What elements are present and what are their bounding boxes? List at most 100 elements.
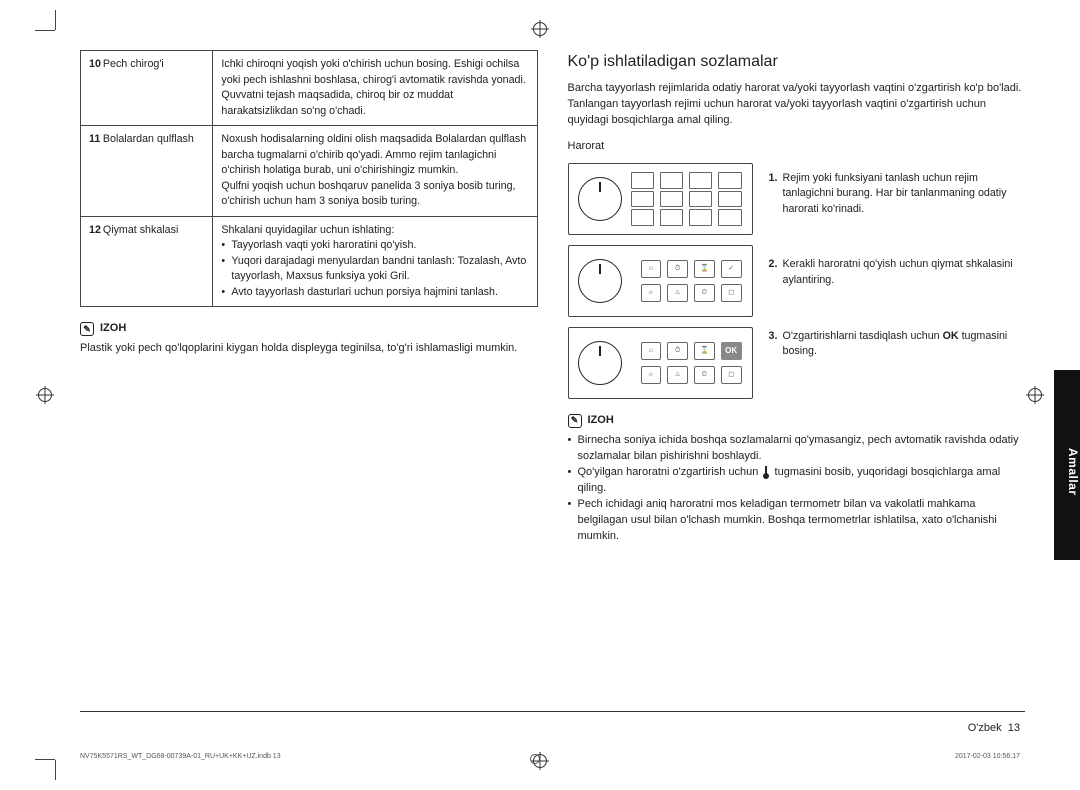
control-panel-diagram: ⌂ ⏱ ⌛ ✓ ☼ ♨ ⏲ ◻ <box>568 245 753 317</box>
row-desc: Noxush hodisalarning oldini olish maqsad… <box>213 126 537 217</box>
row-number: 12 <box>81 216 103 307</box>
crop-mark <box>55 10 56 30</box>
list-item: Qo'yilgan haroratni o'zgartirish uchun t… <box>568 465 1026 497</box>
panel-button-icon: ⌂ <box>641 342 662 360</box>
bullet-list: Tayyorlash vaqti yoki haroratini qo'yish… <box>221 238 528 300</box>
registration-mark-icon <box>1028 388 1042 402</box>
page-number: O'zbek 13 <box>968 722 1020 734</box>
panel-button-icon: ⌛ <box>694 342 715 360</box>
note-heading: ✎ IZOH <box>568 413 1026 429</box>
row-number: 11 <box>81 126 103 217</box>
panel-button-icon: ♨ <box>667 366 688 384</box>
control-panel-diagram: ⌂ ⏱ ⌛ OK ☼ ♨ ⏲ ◻ <box>568 327 753 399</box>
page-lang: O'zbek <box>968 722 1002 734</box>
panel-button-icon: ⏱ <box>667 342 688 360</box>
step-text: O'zgartirishlarni tasdiqlash uchun OK tu… <box>783 330 1008 358</box>
button-row: ⌂ ⏱ ⌛ ✓ ☼ ♨ ⏲ ◻ <box>631 260 752 302</box>
temperature-icon <box>761 466 771 478</box>
value-dial-icon <box>578 341 622 385</box>
control-panel-diagram <box>568 163 753 235</box>
row-desc: Ichki chiroqni yoqish yoki o'chirish uch… <box>213 51 537 126</box>
panel-button-icon: ⌂ <box>641 260 662 278</box>
note-list: Birnecha soniya ichida boshqa sozlamalar… <box>568 433 1026 545</box>
panel-button-icon: ✓ <box>721 260 742 278</box>
crop-mark <box>35 759 55 760</box>
mode-icon <box>631 209 654 226</box>
panel-button-icon: ◻ <box>721 284 742 302</box>
mode-grid <box>631 164 752 234</box>
section-title: Ko'p ishlatiladigan sozlamalar <box>568 50 1026 73</box>
section-intro: Barcha tayyorlash rejimlarida odatiy har… <box>568 81 1026 129</box>
registration-mark-icon <box>530 754 540 764</box>
table-row: 11 Bolalardan qulflash Noxush hodisalarn… <box>81 126 538 217</box>
note-body: Plastik yoki pech qo'lqoplarini kiygan h… <box>80 341 538 357</box>
panel-button-icon: ⏱ <box>667 260 688 278</box>
manual-page: 10 Pech chirog'i Ichki chiroqni yoqish y… <box>0 0 1080 790</box>
list-item: Yuqori darajadagi menyulardan bandni tan… <box>221 254 528 285</box>
list-item: Tayyorlash vaqti yoki haroratini qo'yish… <box>221 238 528 254</box>
crop-mark <box>55 760 56 780</box>
mode-icon <box>689 209 712 226</box>
mode-icon <box>689 191 712 208</box>
note-icon: ✎ <box>568 414 582 428</box>
registration-mark-icon <box>533 22 547 36</box>
mode-icon <box>660 209 683 226</box>
mode-icon <box>718 191 741 208</box>
right-column: Ko'p ishlatiladigan sozlamalar Barcha ta… <box>568 50 1026 690</box>
footer-timestamp: 2017-02-03 10:56:17 <box>955 753 1020 760</box>
step-item: 3. O'zgartirishlarni tasdiqlash uchun OK… <box>769 329 1026 360</box>
footer-filename: NV75K5571RS_WT_DG68-00739A-01_RU+UK+KK+U… <box>80 753 281 760</box>
panel-button-icon: ♨ <box>667 284 688 302</box>
panel-button-icon: ◻ <box>721 366 742 384</box>
button-row: ⌂ ⏱ ⌛ OK ☼ ♨ ⏲ ◻ <box>631 342 752 384</box>
panel-button-icon: ⏲ <box>694 366 715 384</box>
ok-label: OK <box>943 330 959 342</box>
step-text: Rejim yoki funksiyani tanlash uchun reji… <box>783 172 1007 215</box>
row-name: Qiymat shkalasi <box>103 216 213 307</box>
panel-button-icon: ⌛ <box>694 260 715 278</box>
row-desc: Shkalani quyidagilar uchun ishlating: Ta… <box>213 216 537 307</box>
ok-button-icon: OK <box>721 342 742 360</box>
list-item: Pech ichidagi aniq haroratni mos keladig… <box>568 497 1026 545</box>
list-item: Birnecha soniya ichida boshqa sozlamalar… <box>568 433 1026 465</box>
mode-icon <box>660 191 683 208</box>
row-name: Pech chirog'i <box>103 51 213 126</box>
mode-knob-icon <box>578 177 622 221</box>
steps-block: ⌂ ⏱ ⌛ ✓ ☼ ♨ ⏲ ◻ ⌂ <box>568 163 1026 399</box>
mode-icon <box>631 191 654 208</box>
step-text-column: 1.Rejim yoki funksiyani tanlash uchun re… <box>769 163 1026 399</box>
table-row: 10 Pech chirog'i Ichki chiroqni yoqish y… <box>81 51 538 126</box>
mode-icon <box>689 172 712 189</box>
mode-icon <box>660 172 683 189</box>
value-dial-icon <box>578 259 622 303</box>
page-num: 13 <box>1008 722 1020 734</box>
mode-icon <box>718 172 741 189</box>
panel-button-icon: ☼ <box>641 284 662 302</box>
row-name: Bolalardan qulflash <box>103 126 213 217</box>
row-number: 10 <box>81 51 103 126</box>
crop-mark <box>35 30 55 31</box>
note-heading: ✎ IZOH <box>80 321 538 337</box>
note-label: IZOH <box>100 321 126 337</box>
left-column: 10 Pech chirog'i Ichki chiroqni yoqish y… <box>80 50 538 690</box>
step-item: 1.Rejim yoki funksiyani tanlash uchun re… <box>769 171 1026 218</box>
note-label: IZOH <box>588 413 614 429</box>
content-columns: 10 Pech chirog'i Ichki chiroqni yoqish y… <box>80 50 1025 690</box>
controls-table: 10 Pech chirog'i Ichki chiroqni yoqish y… <box>80 50 538 307</box>
section-tab: Amallar <box>1054 370 1080 560</box>
diagram-column: ⌂ ⏱ ⌛ ✓ ☼ ♨ ⏲ ◻ ⌂ <box>568 163 753 399</box>
mode-icon <box>631 172 654 189</box>
subsection-title: Harorat <box>568 139 1026 155</box>
panel-button-icon: ☼ <box>641 366 662 384</box>
step-item: 2.Kerakli haroratni qo'yish uchun qiymat… <box>769 257 1026 288</box>
table-row: 12 Qiymat shkalasi Shkalani quyidagilar … <box>81 216 538 307</box>
row-desc-intro: Shkalani quyidagilar uchun ishlating: <box>221 224 394 236</box>
footer-rule <box>80 711 1025 712</box>
note-icon: ✎ <box>80 322 94 336</box>
panel-button-icon: ⏲ <box>694 284 715 302</box>
mode-icon <box>718 209 741 226</box>
step-text: Kerakli haroratni qo'yish uchun qiymat s… <box>783 258 1013 286</box>
list-item: Avto tayyorlash dasturlari uchun porsiya… <box>221 285 528 301</box>
list-text-pre: Qo'yilgan haroratni o'zgartirish uchun <box>578 466 762 478</box>
registration-mark-icon <box>38 388 52 402</box>
